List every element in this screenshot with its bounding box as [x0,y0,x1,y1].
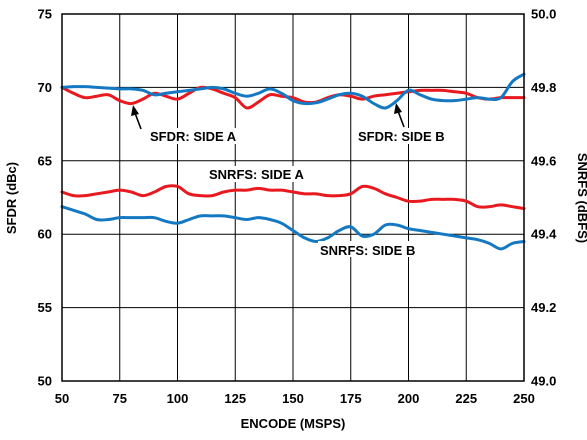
annotation-sfdr-side-a: SFDR: SIDE A [150,129,237,144]
x-axis-title: ENCODE (MSPS) [241,416,346,431]
y-tick-label: 55 [38,300,52,315]
annotation-arrow-sfdr-a [131,105,142,130]
y2-tick-labels: 49.0 49.2 49.4 49.6 49.8 50.0 [531,7,557,389]
x-tick-label: 100 [167,391,189,406]
y-tick-label: 65 [38,153,52,168]
x-tick-label: 125 [224,391,246,406]
x-tick-label: 250 [513,391,535,406]
x-tick-label: 50 [55,391,69,406]
y-tick-label: 75 [38,7,52,22]
series-line-sfdr-b [60,72,526,110]
x-tick-label: 225 [455,391,477,406]
y-tick-label: 50 [38,374,52,389]
y2-tick-label: 49.2 [531,300,556,315]
plot-frame [61,13,525,382]
annotation-snrfs-side-a: SNRFS: SIDE A [209,167,304,182]
annotation-snrfs-side-b: SNRFS: SIDE B [320,243,415,258]
y2-tick-label: 50.0 [531,7,556,22]
x-tick-labels: 50 75 100 125 150 175 200 225 250 [55,391,535,406]
x-tick-label: 200 [398,391,420,406]
annotation-sfdr-side-b: SFDR: SIDE B [358,129,445,144]
y-tick-label: 60 [38,227,52,242]
x-tick-label: 75 [113,391,127,406]
series-layer [60,72,526,251]
series-line-sfdr-a [60,85,526,110]
y2-tick-label: 49.8 [531,80,556,95]
y-tick-labels: 50 55 60 65 70 75 [38,7,52,389]
annotation-bg-sfdr-b [356,128,464,144]
annotation-bg-sfdr-a [148,128,264,144]
y2-tick-label: 49.0 [531,374,556,389]
y-tick-label: 70 [38,80,52,95]
series-line-snrfs-a [60,184,526,211]
y2-axis-title: SNRFS (dBFS) [575,153,587,243]
y2-tick-label: 49.6 [531,153,556,168]
grid [62,14,524,381]
annotation-bg-snrfs-a [207,166,325,182]
y2-tick-label: 49.4 [531,227,557,242]
series-line-snrfs-b [60,205,526,251]
annotation-bg-snrfs-b [318,241,438,257]
y-axis-title: SFDR (dBc) [4,162,19,234]
x-tick-label: 150 [282,391,304,406]
annotation-arrow-sfdr-b [394,103,405,128]
x-tick-label: 175 [340,391,362,406]
